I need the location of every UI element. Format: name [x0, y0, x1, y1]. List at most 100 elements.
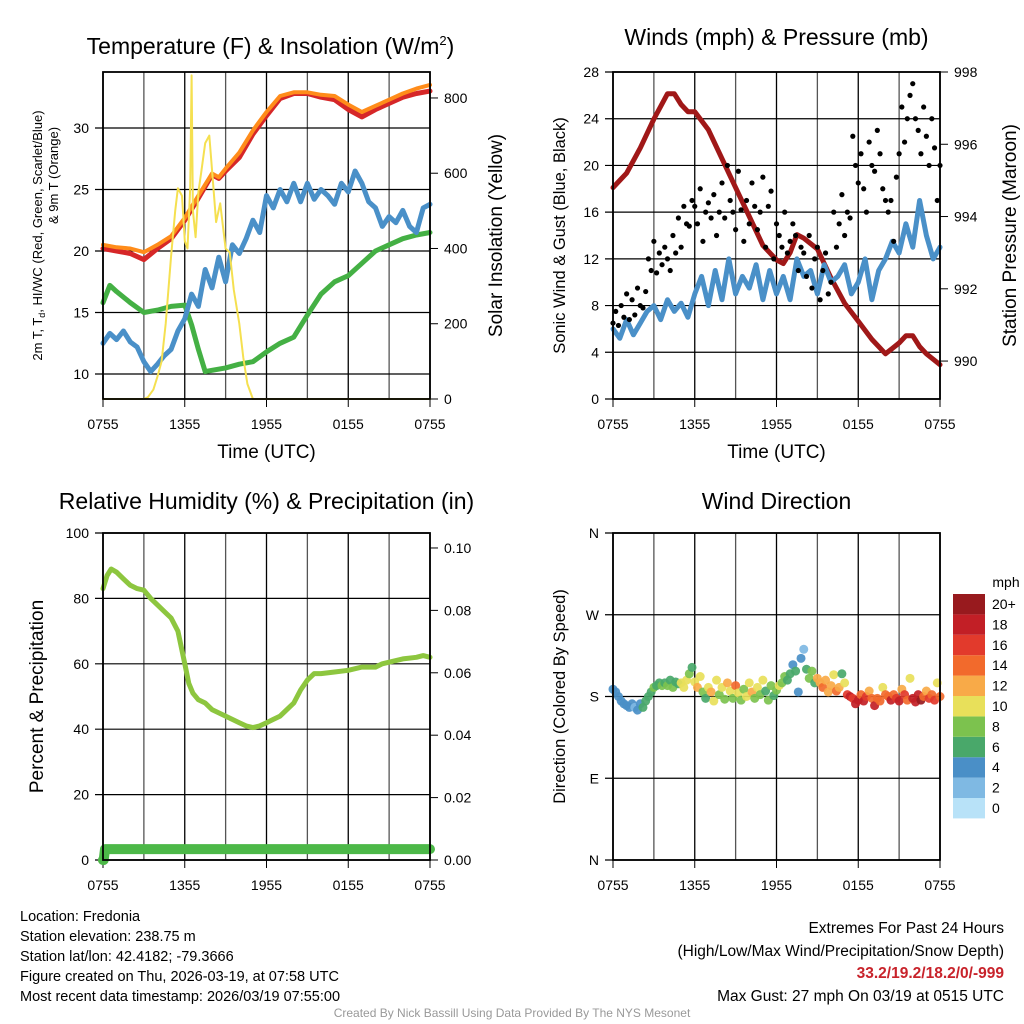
x-tick-label: 0155 — [333, 877, 364, 893]
gust-point — [869, 162, 875, 169]
gust-point — [662, 244, 668, 250]
gust-point — [722, 215, 728, 221]
gust-point — [700, 238, 706, 244]
gust-point — [809, 285, 815, 291]
colorbar-swatch — [953, 716, 985, 737]
gust-point — [904, 116, 910, 122]
direction-point — [807, 666, 817, 676]
chart-rh: 0755 1355 1955 0155 0755 0 20 40 60 80 100 0.00 0.02… — [27, 488, 474, 893]
colorbar-swatch — [953, 757, 985, 778]
gust-point — [724, 162, 731, 169]
direction-point — [799, 644, 809, 654]
gust-point — [836, 221, 842, 227]
extremes-values: 33.2/19.2/18.2/0/-999 — [856, 965, 1004, 982]
y2-tick-label: 400 — [444, 240, 468, 256]
gust-point — [754, 227, 761, 233]
colorbar-swatch — [953, 777, 985, 798]
gust-point — [692, 203, 698, 209]
gust-point — [872, 168, 878, 174]
gust-point — [858, 151, 864, 157]
gust-point — [667, 267, 673, 274]
colorbar-label: 6 — [992, 739, 1000, 755]
gust-point — [632, 312, 638, 318]
y-tick-label: N — [589, 525, 599, 541]
gust-point — [814, 244, 820, 250]
gust-point — [768, 188, 774, 194]
x-tick-label: 0755 — [597, 416, 628, 432]
gust-point — [626, 316, 632, 323]
x-tick-label: 1955 — [251, 416, 282, 432]
extremes-title: Extremes For Past 24 Hours — [808, 920, 1004, 937]
y2-tick-label: 200 — [444, 316, 468, 332]
gust-point — [825, 291, 831, 297]
gust-point — [629, 297, 635, 303]
gust-point — [901, 139, 908, 145]
gust-point — [624, 291, 630, 297]
direction-point — [875, 696, 885, 706]
gust-point — [640, 305, 646, 311]
gust-point — [907, 92, 913, 98]
gust-point — [931, 145, 938, 151]
direction-point — [722, 678, 732, 688]
gust-point — [670, 232, 676, 239]
gust-point — [643, 288, 649, 295]
gust-point — [899, 104, 905, 110]
y-tick-label: 30 — [73, 120, 89, 136]
gust-point — [863, 209, 870, 215]
gust-point — [893, 174, 900, 180]
colorbar-swatch — [953, 655, 985, 676]
y-tick-label: 40 — [73, 721, 89, 737]
gust-point — [839, 192, 845, 198]
direction-point — [725, 686, 735, 696]
title-end: ) — [447, 33, 455, 59]
gust-point — [888, 197, 894, 204]
y-tick-label: 60 — [73, 656, 89, 672]
y2-axis-label: Station Pressure (Maroon) — [1000, 124, 1021, 347]
y-tick-label: 25 — [73, 181, 89, 197]
direction-point — [701, 693, 711, 703]
series-solar — [102, 74, 431, 400]
gust-point — [681, 203, 687, 209]
colorbar-label: 8 — [992, 718, 1000, 734]
gust-point — [806, 232, 812, 239]
x-axis-label: Time (UTC) — [727, 442, 826, 463]
y2-tick-label: 0.02 — [444, 790, 471, 806]
gust-point — [659, 262, 665, 268]
gust-point — [790, 221, 796, 227]
gust-point — [741, 238, 747, 244]
y-tick-label: 0 — [81, 852, 89, 868]
y2-tick-label: 996 — [954, 136, 978, 152]
colorbar-swatch — [953, 634, 985, 656]
elevation-text: Station elevation: 238.75 m — [20, 929, 196, 945]
x-tick-label: 0755 — [414, 416, 445, 432]
x-tick-label: 0755 — [414, 877, 445, 893]
gust-point — [697, 186, 703, 192]
direction-point — [837, 669, 847, 679]
y-tick-label: 28 — [583, 64, 599, 80]
gust-point — [654, 270, 660, 276]
y2-tick-label: 0.06 — [444, 665, 471, 681]
gust-point — [795, 267, 801, 274]
direction-point — [878, 682, 888, 692]
gust-point — [803, 273, 810, 279]
y2-tick-label: 990 — [954, 353, 978, 369]
gust-point — [763, 244, 769, 250]
x-tick-label: 1355 — [169, 416, 200, 432]
gust-point — [929, 116, 935, 122]
y-axis-label: Direction (Colored By Speed) — [551, 589, 569, 804]
direction-point — [829, 670, 839, 680]
gust-point — [645, 256, 652, 262]
gust-point — [719, 180, 725, 186]
y2-tick-label: 0.08 — [444, 602, 471, 618]
y-tick-label: 80 — [73, 590, 89, 606]
colorbar-label: 2 — [992, 780, 1000, 796]
colorbar-label: 18 — [992, 616, 1008, 632]
colorbar-label: 4 — [992, 759, 1000, 775]
title-superscript: 2 — [439, 33, 446, 48]
x-tick-label: 1355 — [679, 877, 710, 893]
colorbar-swatch — [953, 594, 985, 615]
gust-point — [708, 215, 714, 221]
gust-point — [656, 250, 662, 256]
gust-point — [866, 139, 872, 145]
